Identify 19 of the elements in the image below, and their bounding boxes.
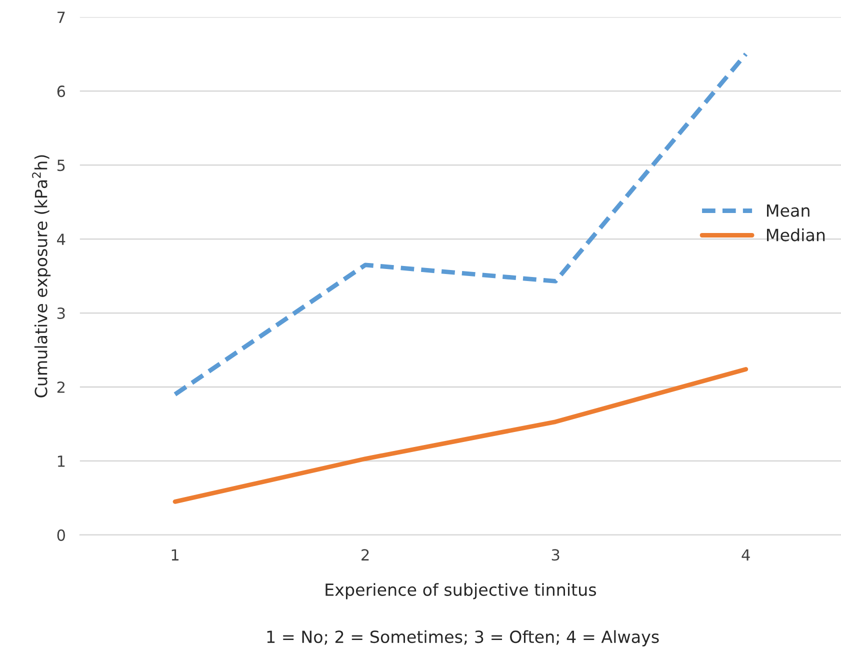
x-tick-label: 1 (172, 549, 178, 560)
x-tick-label: 3 (552, 549, 560, 561)
legend-label: Median (767, 228, 825, 242)
y-tick-label: 1 (58, 456, 65, 467)
y-tick-label: 0 (57, 529, 65, 541)
y-tick-label: 7 (58, 12, 65, 23)
line-series (172, 52, 748, 397)
legend-label: Mean (767, 204, 810, 217)
text: 1 = No; 2 = Sometimes; 3 = Often; 4 = Always (267, 630, 659, 646)
y-tick-label: 6 (57, 86, 66, 98)
x-tick-label: 4 (742, 549, 750, 560)
x-tick-label: 2 (362, 549, 369, 560)
y-axis-title: Cumulative exposure (kPa$^{2}$h) (32, 155, 51, 398)
y-tick-label: 3 (57, 307, 65, 320)
y-tick-label: 5 (57, 160, 65, 172)
line-series (172, 367, 748, 504)
y-tick-label: 4 (57, 234, 66, 245)
x-axis-title: Experience of subjective tinnitus (326, 583, 596, 600)
y-tick-label: 2 (57, 381, 64, 393)
